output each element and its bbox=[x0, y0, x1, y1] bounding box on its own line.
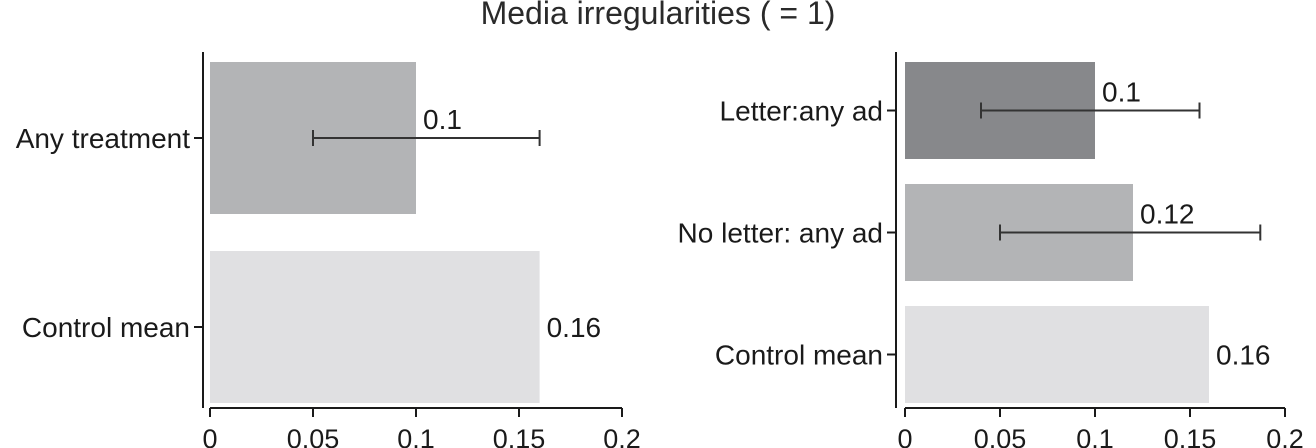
x-tick-label: 0.1 bbox=[1076, 424, 1114, 448]
x-tick-label: 0 bbox=[897, 424, 912, 448]
data-label: 0.12 bbox=[1140, 199, 1195, 230]
x-tick-label: 0 bbox=[202, 424, 217, 448]
category-label: Letter:any ad bbox=[720, 96, 883, 127]
x-tick-label: 0.15 bbox=[1164, 424, 1217, 448]
category-label: No letter: any ad bbox=[678, 218, 883, 249]
bar bbox=[905, 306, 1209, 403]
x-tick-label: 0.15 bbox=[493, 424, 546, 448]
category-label: Control mean bbox=[715, 340, 883, 371]
x-tick-label: 0.2 bbox=[1266, 424, 1304, 448]
category-label: Any treatment bbox=[16, 123, 191, 154]
data-label: 0.1 bbox=[1102, 77, 1141, 108]
data-label: 0.16 bbox=[547, 312, 602, 343]
data-label: 0.1 bbox=[423, 104, 462, 135]
category-label: Control mean bbox=[22, 312, 190, 343]
bar bbox=[210, 251, 540, 403]
chart-title: Media irregularities ( = 1) bbox=[480, 0, 836, 31]
data-label: 0.16 bbox=[1216, 340, 1271, 371]
x-tick-label: 0.1 bbox=[397, 424, 435, 448]
x-tick-label: 0.2 bbox=[603, 424, 641, 448]
x-tick-label: 0.05 bbox=[974, 424, 1027, 448]
x-tick-label: 0.05 bbox=[287, 424, 340, 448]
